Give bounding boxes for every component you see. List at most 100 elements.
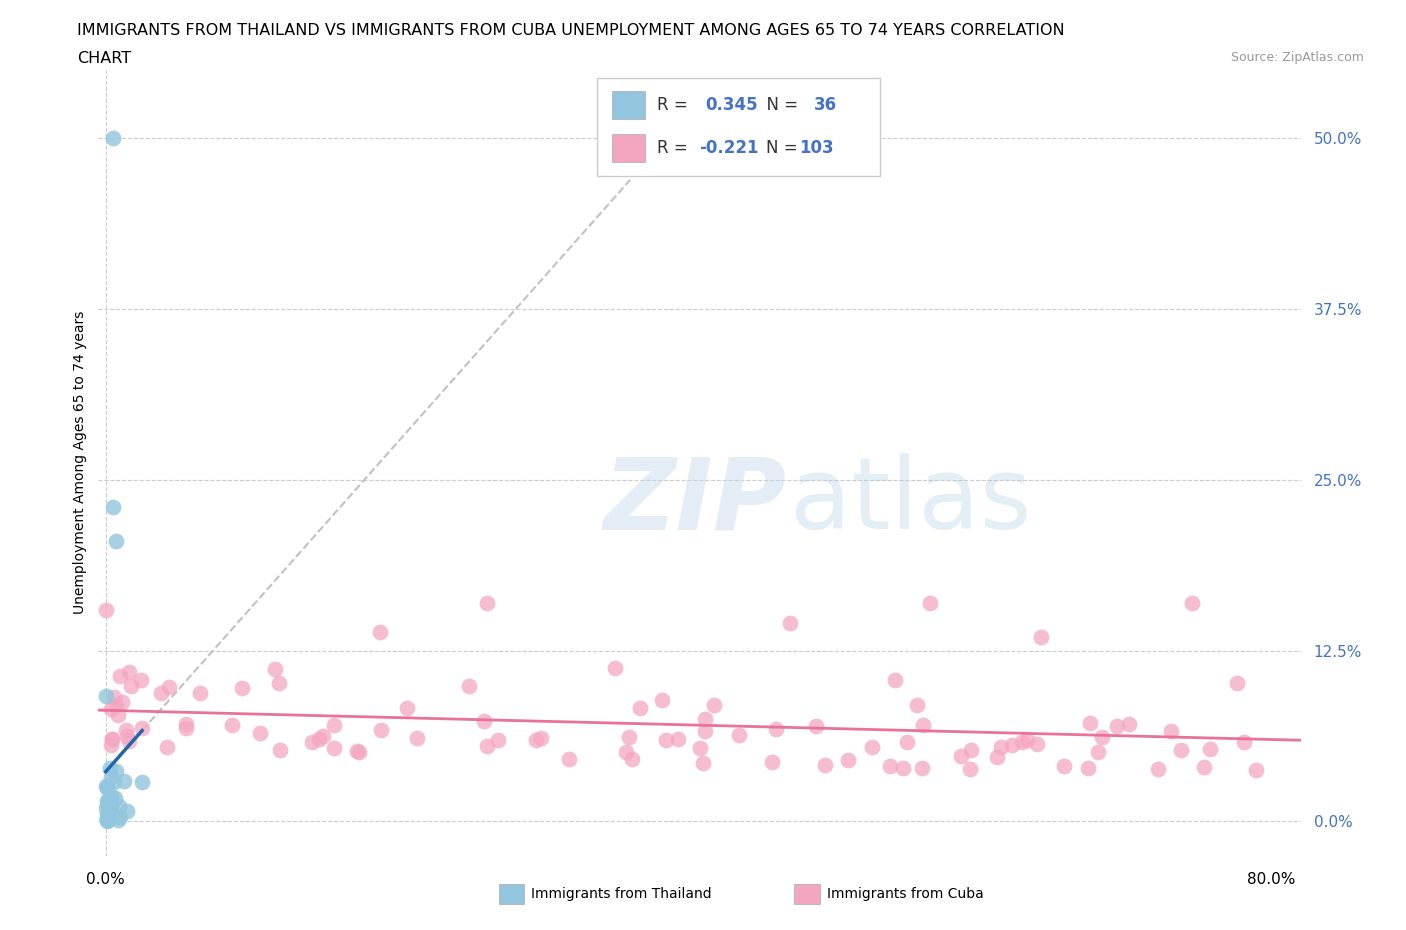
Point: [472, 713, 495, 728]
Point: [603, 660, 626, 675]
Text: ZIP: ZIP: [603, 454, 786, 551]
Point: [1087, 744, 1109, 759]
Point: [100, 702, 122, 717]
Point: [693, 724, 716, 738]
Point: [174, 717, 197, 732]
Point: [101, 732, 124, 747]
Point: [112, 774, 135, 789]
Point: [108, 799, 131, 814]
Point: [103, 775, 125, 790]
Point: [97, 796, 120, 811]
Text: 0.345: 0.345: [706, 96, 758, 114]
Point: [1160, 724, 1182, 738]
Point: [619, 729, 641, 744]
Point: [96, 812, 118, 827]
Point: [728, 727, 751, 742]
Point: [111, 695, 134, 710]
Point: [1078, 715, 1101, 730]
Point: [103, 690, 125, 705]
Point: [1025, 737, 1047, 751]
Point: [779, 616, 801, 631]
Point: [97, 796, 120, 811]
Point: [96, 794, 118, 809]
Point: [157, 679, 180, 694]
Point: [101, 731, 124, 746]
Point: [395, 700, 418, 715]
Point: [94, 602, 117, 617]
Point: [97, 793, 120, 808]
Point: [911, 761, 934, 776]
Point: [100, 761, 122, 776]
Point: [115, 723, 138, 737]
Point: [100, 789, 122, 804]
Point: [249, 725, 271, 740]
Point: [959, 762, 981, 777]
Point: [149, 685, 172, 700]
Text: IMMIGRANTS FROM THAILAND VS IMMIGRANTS FROM CUBA UNEMPLOYMENT AMONG AGES 65 TO 7: IMMIGRANTS FROM THAILAND VS IMMIGRANTS F…: [77, 23, 1064, 38]
Point: [101, 499, 124, 514]
Point: [96, 780, 118, 795]
Point: [131, 775, 153, 790]
Point: [96, 779, 118, 794]
Point: [814, 757, 837, 772]
Point: [94, 801, 117, 816]
Point: [1170, 742, 1192, 757]
Point: [879, 759, 901, 774]
Point: [100, 769, 122, 784]
Point: [97, 813, 120, 828]
Point: [986, 750, 1008, 764]
Point: [1194, 760, 1216, 775]
Point: [101, 130, 124, 145]
Point: [883, 672, 905, 687]
Point: [689, 741, 711, 756]
Point: [654, 733, 676, 748]
Point: [621, 751, 644, 766]
Text: Immigrants from Cuba: Immigrants from Cuba: [827, 886, 983, 901]
Point: [97, 811, 120, 826]
Point: [174, 720, 197, 735]
Y-axis label: Unemployment Among Ages 65 to 74 years: Unemployment Among Ages 65 to 74 years: [73, 311, 87, 615]
Point: [301, 735, 323, 750]
Point: [1118, 716, 1140, 731]
Point: [959, 743, 981, 758]
Point: [1146, 762, 1168, 777]
Point: [806, 718, 828, 733]
Point: [1226, 675, 1249, 690]
Point: [1077, 761, 1099, 776]
Point: [370, 723, 392, 737]
Point: [267, 675, 290, 690]
FancyBboxPatch shape: [598, 77, 880, 176]
Point: [104, 790, 127, 805]
Point: [107, 708, 129, 723]
Point: [94, 688, 117, 703]
Point: [693, 712, 716, 727]
Point: [120, 679, 142, 694]
Point: [1233, 735, 1256, 750]
Point: [1180, 595, 1202, 610]
Point: [558, 751, 581, 766]
Point: [104, 534, 127, 549]
Point: [1105, 719, 1128, 734]
Point: [860, 739, 883, 754]
Point: [156, 739, 179, 754]
Text: N =: N =: [756, 96, 803, 114]
Text: N =: N =: [766, 140, 803, 157]
Point: [118, 733, 141, 748]
Point: [105, 764, 128, 778]
Point: [1198, 741, 1220, 756]
Point: [96, 806, 118, 821]
Point: [702, 698, 724, 712]
Point: [651, 693, 673, 708]
Text: Immigrants from Thailand: Immigrants from Thailand: [531, 886, 711, 901]
Point: [950, 749, 973, 764]
Point: [368, 625, 391, 640]
Point: [1091, 730, 1114, 745]
Text: R =: R =: [658, 140, 693, 157]
Text: 103: 103: [799, 140, 834, 157]
Point: [524, 733, 547, 748]
Point: [891, 761, 914, 776]
Point: [323, 718, 346, 733]
Point: [614, 745, 637, 760]
Point: [761, 754, 783, 769]
Point: [346, 743, 368, 758]
